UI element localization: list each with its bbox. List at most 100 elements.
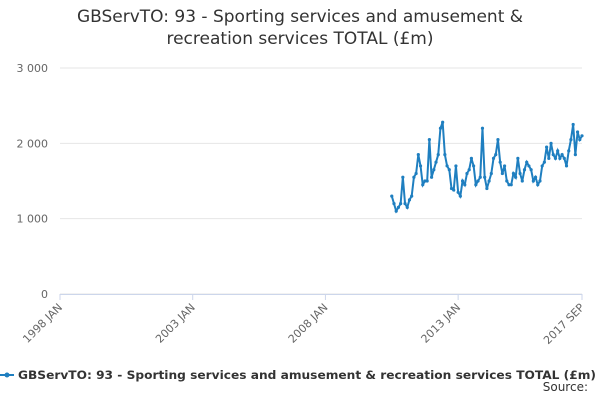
point [529,168,533,172]
point [560,153,564,157]
point [421,183,425,187]
point [531,179,535,183]
point [480,126,485,130]
point [425,179,429,183]
point [427,137,431,142]
point [474,183,478,187]
chart-title: GBServTO: 93 - Sporting services and amu… [76,7,524,49]
point [432,168,436,172]
point [483,175,487,179]
point [418,164,423,168]
point [494,153,498,157]
point [485,186,489,191]
point [467,168,471,172]
point [496,137,500,142]
point [414,171,418,176]
point [478,175,482,179]
point [434,160,438,164]
x-tick-label: 2013 JAN [418,301,463,346]
point [410,194,414,198]
point [407,198,412,202]
point [578,137,582,142]
point [505,179,509,183]
point [458,194,462,198]
point [469,156,474,160]
point [441,120,445,124]
x-tick-label: 2008 JAN [286,301,331,346]
point [429,175,434,179]
legend-marker [4,372,10,378]
point [520,179,524,183]
point [551,153,555,157]
point [516,156,520,160]
point [438,126,443,130]
point [476,179,480,183]
point [487,179,491,183]
point [533,175,538,179]
point [443,153,447,157]
point [452,188,456,192]
point [509,183,513,187]
point [569,137,573,142]
point [564,164,569,168]
point [502,164,507,168]
point [416,153,420,157]
point [567,149,571,153]
point [556,149,560,153]
point [423,179,427,183]
point [403,202,407,206]
point [518,171,522,176]
point [525,160,529,164]
point [405,205,409,209]
point [580,134,584,138]
point [545,145,549,149]
point [447,168,451,172]
point [489,171,493,176]
point [553,156,558,160]
point [573,153,577,157]
point [538,179,542,183]
point [540,164,544,168]
point [401,175,405,179]
point [454,164,458,168]
point [511,171,516,176]
point [498,160,502,164]
point [445,164,449,168]
x-tick-label: 2017 SEP [541,301,587,347]
point [575,130,580,134]
point [549,141,553,145]
point [390,194,394,198]
point [527,164,531,168]
point [562,156,566,160]
legend-label: GBServTO: 93 - Sporting services and amu… [18,368,596,382]
point [472,164,476,168]
point [536,183,540,187]
point [412,175,416,179]
point [394,209,398,213]
point [542,160,546,164]
y-tick-label: 1 000 [17,213,49,226]
point [500,171,504,176]
x-tick-label: 2003 JAN [153,301,198,346]
source-label: Source: [543,380,588,394]
y-tick-label: 3 000 [17,62,49,75]
point [522,168,527,172]
point [460,179,465,183]
point [514,175,518,179]
point [571,122,575,127]
point [558,156,562,160]
x-tick-label: 1998 JAN [20,301,65,346]
point [456,190,460,194]
point [507,183,511,187]
point [396,205,401,209]
point [463,183,467,187]
point [392,202,396,206]
point [465,171,469,176]
point [399,202,403,206]
point [491,156,496,160]
y-tick-label: 2 000 [17,137,49,150]
point [547,156,551,160]
point [436,153,440,157]
